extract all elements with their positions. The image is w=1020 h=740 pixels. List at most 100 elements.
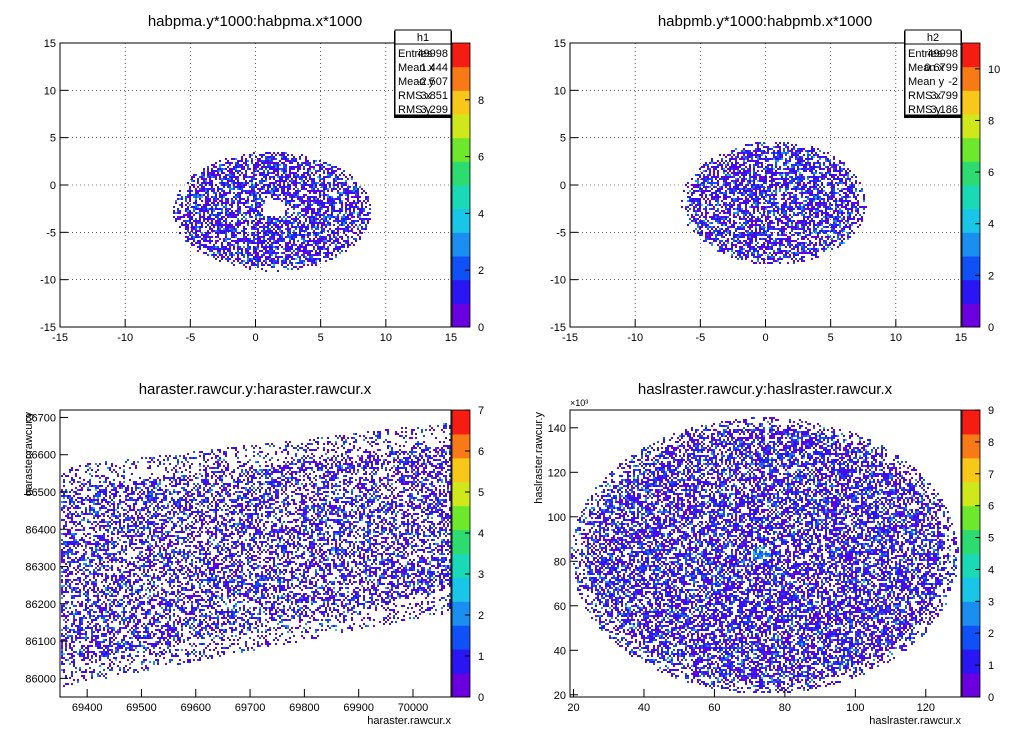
data-cell [715, 194, 717, 196]
data-cell [809, 166, 811, 168]
data-cell [809, 170, 811, 172]
data-cell [693, 208, 695, 210]
data-cell [757, 224, 759, 226]
data-cell [213, 204, 215, 206]
data-cell [253, 172, 255, 174]
data-cell [257, 266, 259, 268]
data-cell [279, 186, 281, 188]
data-cell [251, 226, 253, 228]
data-cell [797, 186, 799, 188]
data-cell [717, 218, 719, 220]
data-cell [287, 230, 289, 232]
data-cell [259, 206, 261, 208]
data-cell [817, 234, 819, 236]
data-cell [347, 204, 349, 206]
data-cell [347, 216, 349, 218]
data-cell [265, 152, 267, 154]
data-cell [269, 228, 271, 230]
data-cell [719, 242, 721, 244]
data-cell [737, 188, 739, 190]
data-cell [817, 180, 819, 182]
data-cell [735, 234, 737, 236]
data-cell [729, 214, 731, 216]
data-cell [225, 204, 227, 206]
data-cell [217, 216, 219, 218]
data-cell [201, 226, 203, 228]
data-cell [253, 198, 255, 200]
data-cell [323, 176, 325, 178]
data-cell [771, 180, 773, 182]
data-cell [267, 160, 269, 162]
data-cell [817, 212, 819, 214]
data-cell [359, 196, 361, 198]
data-cell [253, 174, 255, 176]
data-cell [741, 224, 743, 226]
data-cell [761, 206, 763, 208]
data-cell [191, 180, 193, 182]
data-cell [301, 178, 303, 180]
data-cell [711, 238, 713, 240]
data-cell [827, 208, 829, 210]
data-cell [363, 214, 365, 216]
data-cell [759, 142, 761, 144]
data-cell [725, 180, 727, 182]
data-cell [801, 174, 803, 176]
data-cell [735, 178, 737, 180]
stats-value: -2.507 [417, 76, 448, 88]
data-cell [305, 214, 307, 216]
data-cell [211, 228, 213, 230]
data-cell [261, 210, 263, 212]
data-cell [813, 224, 815, 226]
data-cell [251, 258, 253, 260]
data-cell [181, 216, 183, 218]
data-cell [743, 174, 745, 176]
data-cell [783, 234, 785, 236]
data-cell [289, 174, 291, 176]
data-cell [303, 264, 305, 266]
data-cell [231, 256, 233, 258]
data-cell [273, 262, 275, 264]
data-cell [747, 222, 749, 224]
data-cell [293, 188, 295, 190]
data-cell [295, 234, 297, 236]
data-cell [721, 236, 723, 238]
data-cell [775, 206, 777, 208]
data-cell [783, 180, 785, 182]
data-cell [197, 180, 199, 182]
data-cell [353, 188, 355, 190]
data-cell [293, 242, 295, 244]
data-cell [291, 246, 293, 248]
data-cell [805, 204, 807, 206]
data-cell [311, 214, 313, 216]
data-cell [249, 246, 251, 248]
data-cell [277, 176, 279, 178]
data-cell [711, 180, 713, 182]
data-cell [249, 190, 251, 192]
data-cell [737, 172, 739, 174]
data-cell [713, 172, 715, 174]
data-cell [267, 250, 269, 252]
data-cell [229, 192, 231, 194]
data-cell [291, 218, 293, 220]
data-cell [239, 232, 241, 234]
data-cell [273, 216, 275, 218]
data-cell [191, 222, 193, 224]
data-cell [761, 220, 763, 222]
data-cell [731, 150, 733, 152]
data-cell [773, 250, 775, 252]
data-cell [341, 236, 343, 238]
data-cell [721, 246, 723, 248]
data-cell [759, 198, 761, 200]
data-cell [319, 250, 321, 252]
data-cell [785, 204, 787, 206]
data-cell [291, 214, 293, 216]
data-cell [309, 254, 311, 256]
data-cell [297, 198, 299, 200]
data-cell [191, 242, 193, 244]
data-cell [247, 242, 249, 244]
data-cell [811, 180, 813, 182]
data-cell [187, 206, 189, 208]
data-cell [251, 262, 253, 264]
data-cell [251, 206, 253, 208]
data-cell [739, 208, 741, 210]
